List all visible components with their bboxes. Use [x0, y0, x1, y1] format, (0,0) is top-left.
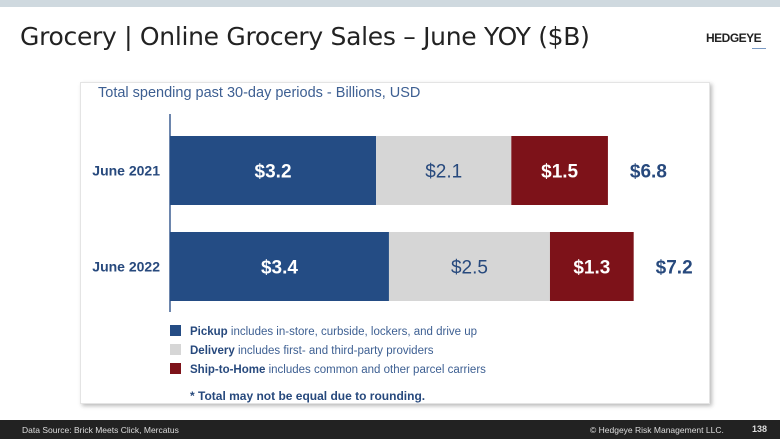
legend-item: Delivery includes first- and third-party…: [170, 344, 434, 357]
legend-item: Ship-to-Home includes common and other p…: [170, 363, 486, 376]
legend-swatch: [170, 325, 181, 336]
chart-subtitle: Total spending past 30-day periods - Bil…: [98, 85, 421, 101]
bar-delivery: [388, 232, 550, 301]
bar-ship-to-home: [549, 232, 634, 301]
legend-desc: includes first- and third-party provider…: [234, 345, 434, 357]
data-label: $3.2: [255, 162, 292, 183]
data-label: $1.5: [541, 162, 578, 183]
data-source: Data Source: Brick Meets Click, Mercatus: [22, 425, 179, 435]
hedgeye-logo: HEDGEYE: [706, 31, 762, 45]
logo-underline: [752, 48, 766, 49]
category-label: June 2021: [92, 163, 160, 179]
legend-name: Ship-to-Home: [190, 364, 266, 376]
data-label: $1.3: [573, 258, 610, 279]
legend-desc: includes common and other parcel carrier…: [265, 364, 486, 376]
bar-pickup: [170, 136, 377, 205]
bar-pickup: [170, 232, 389, 301]
legend-desc: includes in-store, curbside, lockers, an…: [227, 326, 478, 338]
bar-ship-to-home: [511, 136, 608, 205]
legend-swatch: [170, 344, 181, 355]
top-bar: [0, 0, 780, 7]
total-label: $6.8: [630, 162, 667, 183]
legend-name: Pickup: [190, 326, 228, 338]
legend-swatch: [170, 363, 181, 374]
copyright: © Hedgeye Risk Management LLC.: [590, 425, 724, 435]
data-label: $2.1: [425, 162, 462, 183]
legend-item: Pickup includes in-store, curbside, lock…: [170, 325, 477, 338]
data-label: $3.4: [261, 258, 298, 279]
footer: Data Source: Brick Meets Click, Mercatus…: [0, 420, 780, 439]
page-number: 138: [752, 424, 768, 434]
total-label: $7.2: [656, 258, 693, 279]
bar-delivery: [376, 136, 512, 205]
data-label: $2.5: [451, 258, 488, 279]
slide-title: Grocery | Online Grocery Sales – June YO…: [20, 22, 590, 51]
rounding-note: * Total may not be equal due to rounding…: [190, 389, 426, 403]
legend-name: Delivery: [190, 345, 235, 357]
category-label: June 2022: [92, 259, 160, 275]
